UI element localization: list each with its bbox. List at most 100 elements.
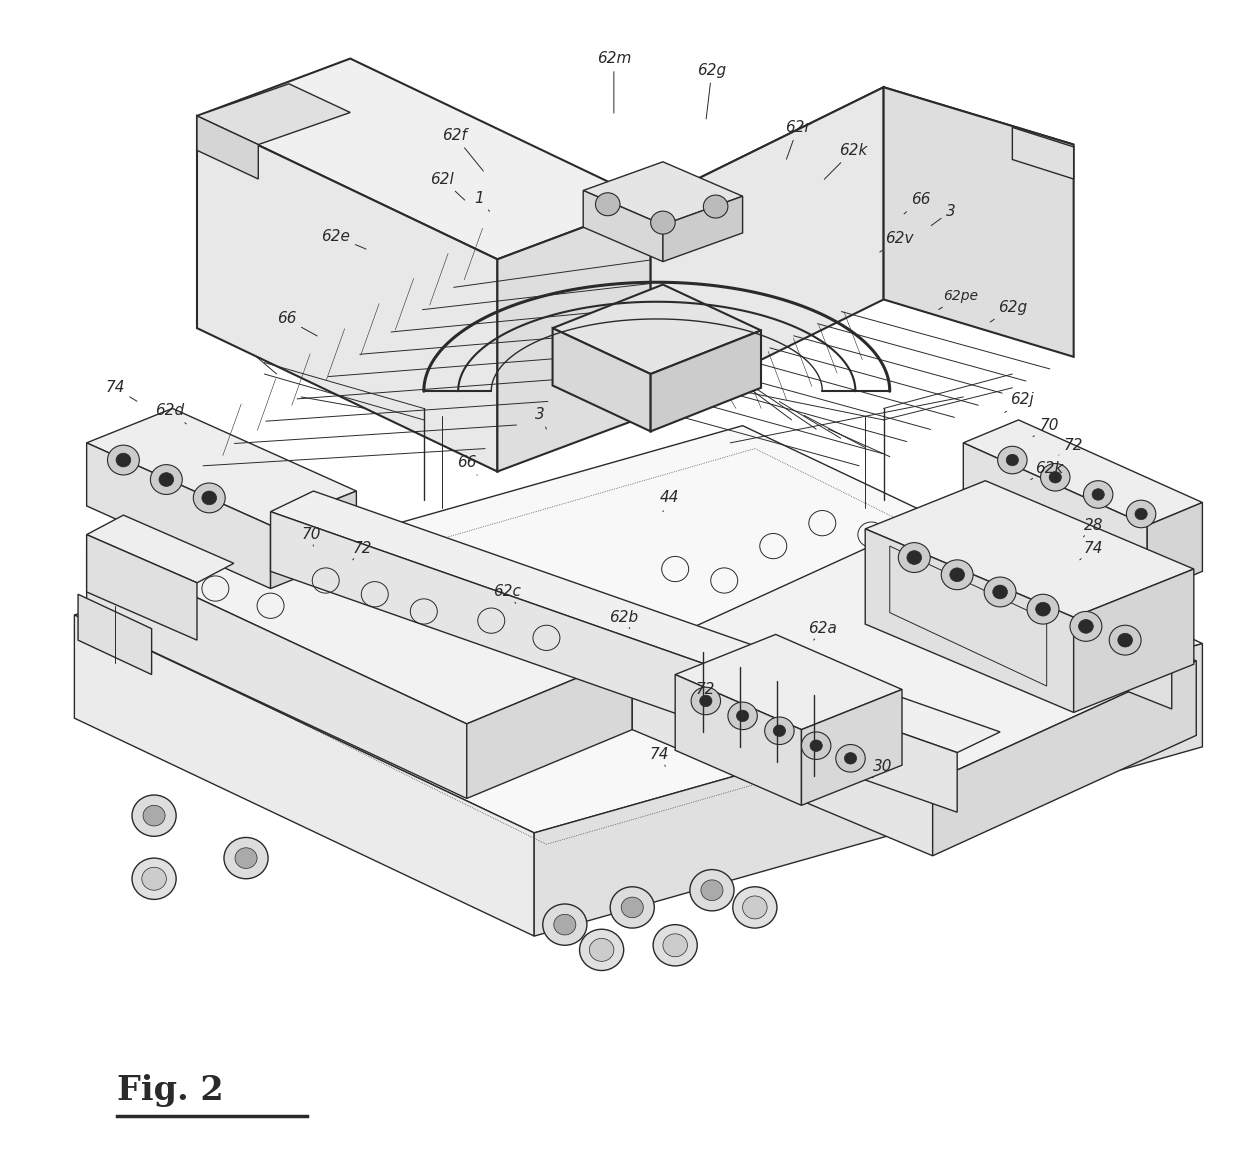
Circle shape xyxy=(117,453,130,467)
Text: 62f: 62f xyxy=(441,128,484,171)
Circle shape xyxy=(543,904,587,945)
Text: 70: 70 xyxy=(1033,418,1059,437)
Polygon shape xyxy=(270,491,1001,752)
Circle shape xyxy=(689,870,734,911)
Polygon shape xyxy=(963,420,1203,526)
Circle shape xyxy=(1035,603,1050,616)
Circle shape xyxy=(143,806,165,825)
Circle shape xyxy=(1040,463,1070,491)
Text: 72: 72 xyxy=(1059,438,1084,455)
Text: 62k: 62k xyxy=(825,143,867,179)
Polygon shape xyxy=(632,534,1197,781)
Circle shape xyxy=(1084,481,1112,509)
Circle shape xyxy=(765,717,794,744)
Text: 28: 28 xyxy=(1084,518,1104,536)
Circle shape xyxy=(663,933,687,957)
Text: 62k: 62k xyxy=(1030,461,1064,479)
Polygon shape xyxy=(963,442,1147,594)
Circle shape xyxy=(703,195,728,218)
Circle shape xyxy=(159,473,174,486)
Text: 62j: 62j xyxy=(1004,391,1034,412)
Polygon shape xyxy=(87,515,234,583)
Polygon shape xyxy=(87,546,466,799)
Circle shape xyxy=(595,193,620,216)
Polygon shape xyxy=(74,615,534,936)
Circle shape xyxy=(701,880,723,901)
Circle shape xyxy=(554,915,575,935)
Circle shape xyxy=(699,695,712,707)
Polygon shape xyxy=(78,594,151,675)
Text: 74: 74 xyxy=(105,381,136,402)
Polygon shape xyxy=(632,655,932,856)
Circle shape xyxy=(1092,489,1105,500)
Text: 74: 74 xyxy=(1080,541,1104,560)
Polygon shape xyxy=(197,58,651,259)
Polygon shape xyxy=(534,643,1203,936)
Text: 62g: 62g xyxy=(697,63,727,118)
Circle shape xyxy=(906,550,921,564)
Circle shape xyxy=(653,924,697,966)
Polygon shape xyxy=(87,477,632,724)
Polygon shape xyxy=(87,534,197,640)
Polygon shape xyxy=(651,87,884,414)
Polygon shape xyxy=(197,116,258,179)
Polygon shape xyxy=(884,87,1074,356)
Text: 62c: 62c xyxy=(494,584,521,604)
Text: 1: 1 xyxy=(474,192,490,211)
Circle shape xyxy=(1070,612,1102,641)
Text: 30: 30 xyxy=(873,759,892,778)
Circle shape xyxy=(743,896,768,918)
Circle shape xyxy=(950,568,965,582)
Text: 62a: 62a xyxy=(808,621,837,640)
Circle shape xyxy=(651,211,675,235)
Circle shape xyxy=(150,464,182,495)
Circle shape xyxy=(941,560,973,590)
Circle shape xyxy=(236,848,257,868)
Circle shape xyxy=(1117,633,1132,647)
Circle shape xyxy=(193,483,226,513)
Circle shape xyxy=(728,702,758,729)
Circle shape xyxy=(579,929,624,971)
Text: Fig. 2: Fig. 2 xyxy=(118,1074,224,1108)
Text: 62v: 62v xyxy=(880,231,914,252)
Polygon shape xyxy=(801,690,901,806)
Circle shape xyxy=(131,795,176,836)
Circle shape xyxy=(737,711,749,722)
Polygon shape xyxy=(675,634,901,729)
Circle shape xyxy=(836,744,866,772)
Circle shape xyxy=(589,938,614,961)
Polygon shape xyxy=(866,529,1074,713)
Circle shape xyxy=(898,542,930,572)
Text: 66: 66 xyxy=(458,455,477,475)
Polygon shape xyxy=(197,84,350,145)
Text: 3: 3 xyxy=(931,203,956,225)
Polygon shape xyxy=(197,116,497,471)
Text: 44: 44 xyxy=(660,490,678,512)
Polygon shape xyxy=(675,675,801,806)
Circle shape xyxy=(774,724,785,736)
Polygon shape xyxy=(466,655,632,799)
Text: 62b: 62b xyxy=(609,610,639,628)
Polygon shape xyxy=(1074,625,1172,709)
Circle shape xyxy=(141,867,166,890)
Circle shape xyxy=(844,752,857,764)
Text: 72: 72 xyxy=(696,682,715,701)
Polygon shape xyxy=(270,491,356,589)
Text: 66: 66 xyxy=(277,311,317,336)
Text: 62r: 62r xyxy=(785,120,811,159)
Polygon shape xyxy=(87,409,356,526)
Polygon shape xyxy=(497,202,651,471)
Text: 62e: 62e xyxy=(321,229,366,250)
Text: 62m: 62m xyxy=(596,51,631,113)
Text: 3: 3 xyxy=(536,406,547,430)
Circle shape xyxy=(224,837,268,879)
Circle shape xyxy=(733,887,777,928)
Polygon shape xyxy=(651,87,1074,259)
Circle shape xyxy=(1126,500,1156,528)
Polygon shape xyxy=(553,284,761,374)
Text: 70: 70 xyxy=(301,527,321,546)
Text: 62l: 62l xyxy=(430,172,465,200)
Polygon shape xyxy=(87,442,270,589)
Polygon shape xyxy=(270,512,957,813)
Circle shape xyxy=(691,687,720,715)
